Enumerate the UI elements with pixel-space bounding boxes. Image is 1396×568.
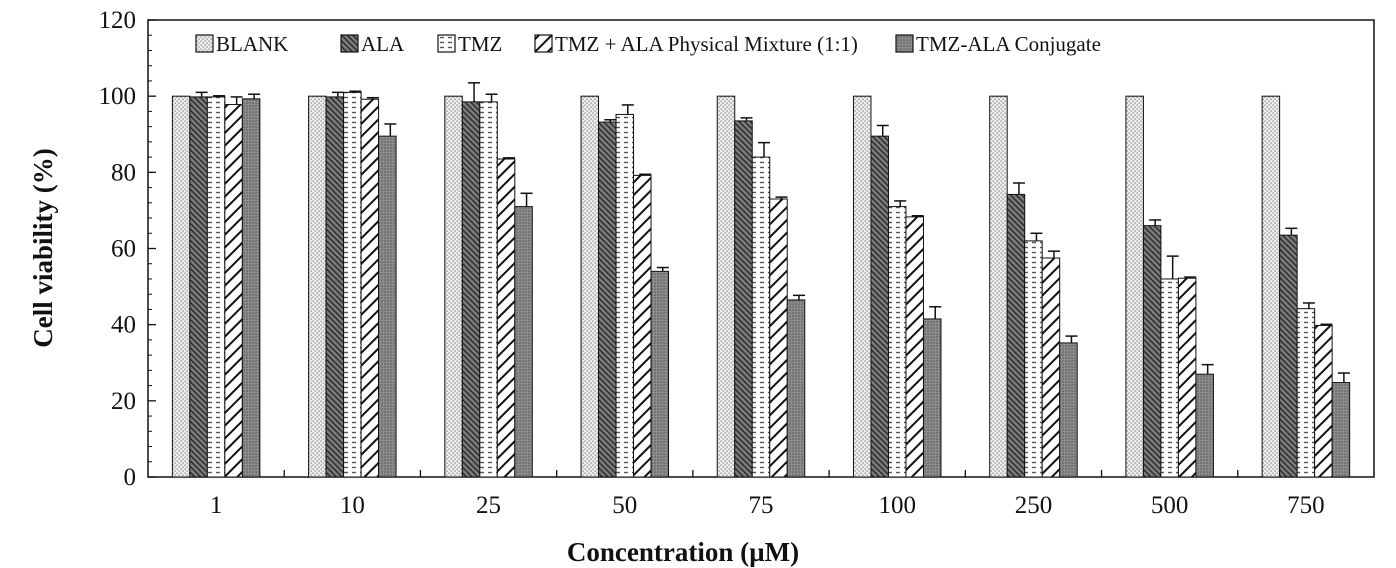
bar [343, 91, 362, 478]
bar [1024, 240, 1043, 478]
bar [580, 95, 600, 478]
bar [769, 198, 788, 478]
y-tick-label: 20 [111, 388, 136, 415]
bar [887, 206, 907, 478]
bar [989, 95, 1008, 478]
x-axis: 1 10 25 50 75 100 250 500 750 [210, 470, 1325, 519]
legend-label: TMZ [458, 32, 502, 56]
bar [1261, 95, 1281, 478]
bar [1041, 257, 1061, 478]
bar [1059, 342, 1078, 478]
bar [905, 216, 924, 478]
bar [360, 98, 380, 478]
y-axis-title: Cell viability (%) [28, 148, 58, 347]
y-tick-label: 80 [111, 159, 136, 186]
bar [870, 135, 889, 478]
legend-swatch [340, 34, 359, 53]
bar [1331, 382, 1351, 478]
y-tick-label: 60 [111, 236, 136, 263]
legend-label: TMZ-ALA Conjugate [916, 32, 1101, 56]
x-tick-label: 75 [749, 492, 774, 519]
legend-swatch [437, 34, 456, 53]
x-tick-label: 100 [878, 492, 916, 519]
legend-label: ALA [361, 32, 405, 56]
bar [615, 113, 635, 478]
legend-swatch [195, 34, 214, 53]
x-tick-label: 750 [1287, 492, 1325, 519]
bar [378, 135, 397, 478]
bar [461, 101, 481, 478]
bar [189, 96, 208, 478]
bar [241, 98, 261, 478]
x-tick-label: 25 [476, 492, 501, 519]
bar [496, 158, 516, 478]
bar [1195, 373, 1214, 478]
bar [325, 96, 345, 478]
bar [633, 174, 652, 478]
legend-label: BLANK [216, 32, 288, 56]
y-tick-label: 120 [99, 7, 137, 34]
y-tick-label: 0 [124, 464, 137, 491]
bar [224, 104, 243, 478]
bar [1142, 225, 1162, 478]
bar [852, 95, 872, 478]
bar [734, 120, 753, 478]
x-tick-label: 1 [210, 492, 223, 519]
bar [598, 121, 617, 478]
legend: BLANK ALA TMZ TMZ + ALA Physical Mixture (1… [195, 32, 1101, 56]
bar [171, 95, 191, 478]
bar [1296, 308, 1316, 478]
bar [1006, 193, 1026, 478]
bar [479, 101, 498, 478]
bar [1279, 234, 1298, 478]
y-axis: 0 20 40 60 80 100 120 [99, 7, 156, 491]
x-tick-label: 250 [1015, 492, 1053, 519]
bar [206, 96, 226, 478]
error-bars [195, 82, 1350, 383]
bar [1160, 278, 1179, 478]
legend-swatch [534, 34, 553, 53]
bar [1314, 324, 1333, 478]
bar [751, 156, 771, 478]
bar [922, 318, 942, 478]
bar [786, 299, 806, 478]
bar [308, 95, 327, 478]
bar [514, 206, 533, 478]
legend-label: TMZ + ALA Physical Mixture (1:1) [555, 32, 858, 56]
bars [171, 91, 1351, 478]
bar [1125, 95, 1144, 478]
y-tick-label: 100 [99, 83, 137, 110]
bar [650, 270, 670, 478]
x-tick-label: 10 [340, 492, 365, 519]
x-axis-title: Concentration (µM) [567, 537, 799, 567]
x-tick-label: 500 [1151, 492, 1189, 519]
bar [1177, 277, 1197, 478]
bar [716, 95, 736, 478]
y-tick-label: 40 [111, 312, 136, 339]
legend-swatch [895, 34, 914, 53]
x-tick-label: 50 [612, 492, 637, 519]
bar [444, 95, 463, 478]
